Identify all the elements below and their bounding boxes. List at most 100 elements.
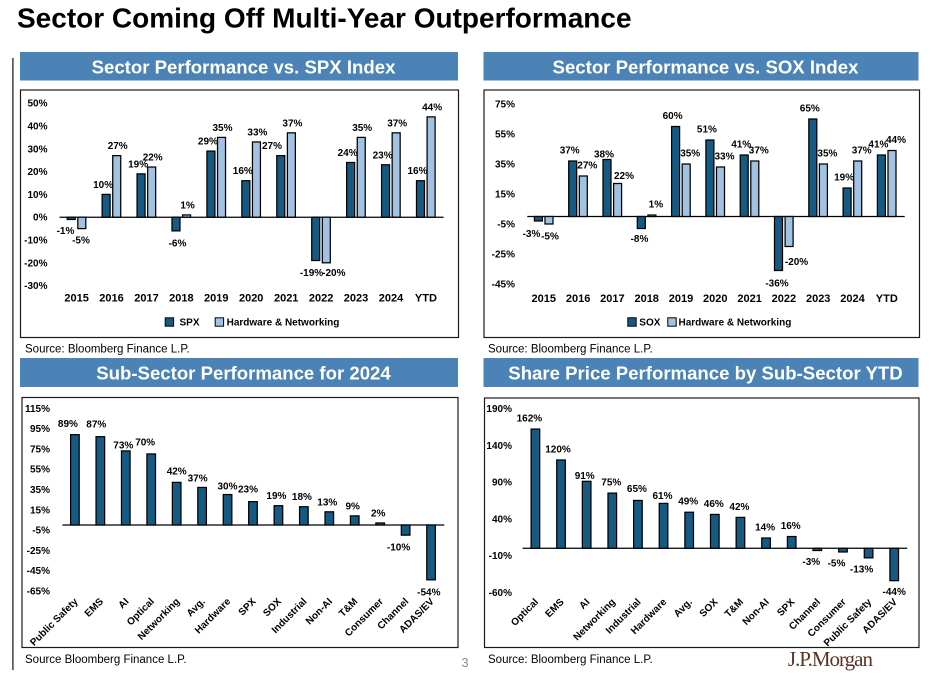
svg-text:61%: 61%: [652, 491, 672, 502]
svg-text:Source: Bloomberg Finance L.P.: Source: Bloomberg Finance L.P.: [488, 654, 653, 666]
svg-text:190%: 190%: [486, 404, 512, 415]
svg-text:-25%: -25%: [27, 546, 50, 557]
svg-text:19%: 19%: [128, 159, 148, 170]
svg-text:75%: 75%: [601, 478, 621, 489]
svg-text:2017: 2017: [134, 293, 158, 305]
svg-text:27%: 27%: [262, 141, 282, 152]
svg-text:2018: 2018: [634, 293, 658, 305]
svg-text:-10%: -10%: [489, 551, 512, 562]
svg-text:15%: 15%: [495, 190, 515, 201]
svg-text:24%: 24%: [338, 148, 358, 159]
svg-text:-25%: -25%: [492, 250, 515, 261]
svg-text:46%: 46%: [704, 499, 724, 510]
svg-text:35%: 35%: [30, 485, 50, 496]
svg-text:Sector Coming Off Multi-Year O: Sector Coming Off Multi-Year Outperforma…: [17, 2, 632, 33]
svg-text:Source Bloomberg Finance L.P.: Source Bloomberg Finance L.P.: [25, 654, 187, 666]
svg-text:-3%: -3%: [802, 557, 820, 568]
svg-text:2020: 2020: [703, 293, 727, 305]
svg-text:75%: 75%: [495, 100, 515, 111]
svg-text:-45%: -45%: [492, 280, 515, 291]
svg-text:-5%: -5%: [497, 220, 515, 231]
svg-text:-20%: -20%: [322, 268, 345, 279]
svg-text:49%: 49%: [678, 497, 698, 508]
svg-text:42%: 42%: [729, 502, 749, 513]
svg-text:162%: 162%: [517, 414, 543, 425]
svg-text:44%: 44%: [422, 102, 442, 113]
svg-text:27%: 27%: [108, 141, 128, 152]
svg-text:-19%: -19%: [300, 268, 323, 279]
svg-text:33%: 33%: [714, 152, 734, 163]
svg-text:2022: 2022: [309, 293, 333, 305]
svg-text:10%: 10%: [93, 180, 113, 191]
svg-text:115%: 115%: [25, 404, 50, 415]
svg-text:1%: 1%: [180, 200, 195, 211]
svg-text:Hardware & Networking: Hardware & Networking: [679, 318, 792, 329]
svg-text:2019: 2019: [669, 293, 693, 305]
svg-text:3: 3: [461, 655, 468, 670]
svg-text:1%: 1%: [649, 200, 664, 211]
svg-text:2016: 2016: [566, 293, 590, 305]
svg-text:2015: 2015: [532, 293, 556, 305]
svg-text:35%: 35%: [680, 149, 700, 160]
svg-text:13%: 13%: [317, 497, 337, 508]
svg-text:Sector Performance vs. SPX Ind: Sector Performance vs. SPX Index: [92, 56, 396, 77]
svg-text:2021: 2021: [274, 293, 298, 305]
svg-text:14%: 14%: [755, 523, 775, 534]
svg-text:-60%: -60%: [489, 588, 512, 599]
svg-text:37%: 37%: [387, 118, 407, 129]
svg-text:2017: 2017: [600, 293, 624, 305]
svg-text:51%: 51%: [697, 125, 717, 136]
svg-text:35%: 35%: [817, 149, 837, 160]
svg-text:-10%: -10%: [24, 236, 47, 247]
svg-text:-5%: -5%: [541, 232, 559, 243]
svg-text:29%: 29%: [198, 137, 218, 148]
svg-text:89%: 89%: [58, 419, 78, 430]
svg-text:20%: 20%: [27, 167, 47, 178]
svg-text:37%: 37%: [560, 146, 580, 157]
svg-text:Share Price Performance by Sub: Share Price Performance by Sub-Sector YT…: [508, 363, 902, 384]
svg-text:-30%: -30%: [24, 281, 47, 292]
svg-text:87%: 87%: [86, 420, 106, 431]
svg-text:70%: 70%: [135, 437, 155, 448]
svg-text:41%: 41%: [731, 140, 751, 151]
svg-text:35%: 35%: [495, 160, 515, 171]
svg-text:9%: 9%: [345, 501, 360, 512]
svg-text:23%: 23%: [373, 150, 393, 161]
svg-text:10%: 10%: [27, 190, 47, 201]
svg-text:55%: 55%: [495, 130, 515, 141]
svg-text:Sector Performance vs. SOX Ind: Sector Performance vs. SOX Index: [553, 56, 860, 77]
svg-text:2020: 2020: [239, 293, 263, 305]
svg-text:2023: 2023: [344, 293, 368, 305]
svg-text:-65%: -65%: [27, 587, 50, 598]
svg-text:95%: 95%: [30, 424, 50, 435]
svg-text:2%: 2%: [371, 509, 386, 520]
svg-text:42%: 42%: [167, 466, 187, 477]
svg-text:37%: 37%: [749, 146, 769, 157]
svg-text:16%: 16%: [781, 521, 801, 532]
svg-text:2022: 2022: [772, 293, 796, 305]
svg-text:-8%: -8%: [631, 234, 649, 245]
svg-text:-3%: -3%: [523, 229, 541, 240]
svg-text:18%: 18%: [292, 492, 312, 503]
svg-text:SPX: SPX: [180, 318, 200, 329]
svg-text:60%: 60%: [663, 111, 683, 122]
svg-text:40%: 40%: [27, 122, 47, 133]
svg-text:2015: 2015: [64, 293, 88, 305]
svg-text:2023: 2023: [806, 293, 830, 305]
svg-text:30%: 30%: [217, 481, 237, 492]
svg-text:22%: 22%: [143, 153, 163, 164]
svg-text:-5%: -5%: [828, 559, 846, 570]
svg-text:35%: 35%: [212, 123, 232, 134]
svg-text:65%: 65%: [800, 104, 820, 115]
svg-text:Source: Bloomberg Finance L.P.: Source: Bloomberg Finance L.P.: [488, 344, 653, 356]
svg-text:30%: 30%: [27, 144, 47, 155]
svg-text:-13%: -13%: [850, 564, 873, 575]
svg-text:16%: 16%: [407, 166, 427, 177]
svg-text:2016: 2016: [99, 293, 123, 305]
svg-text:19%: 19%: [834, 173, 854, 184]
svg-text:2024: 2024: [379, 293, 404, 305]
svg-text:YTD: YTD: [876, 293, 898, 305]
svg-text:19%: 19%: [266, 491, 286, 502]
svg-text:Hardware & Networking: Hardware & Networking: [227, 318, 340, 329]
svg-text:J.P.Morgan: J.P.Morgan: [788, 647, 874, 671]
